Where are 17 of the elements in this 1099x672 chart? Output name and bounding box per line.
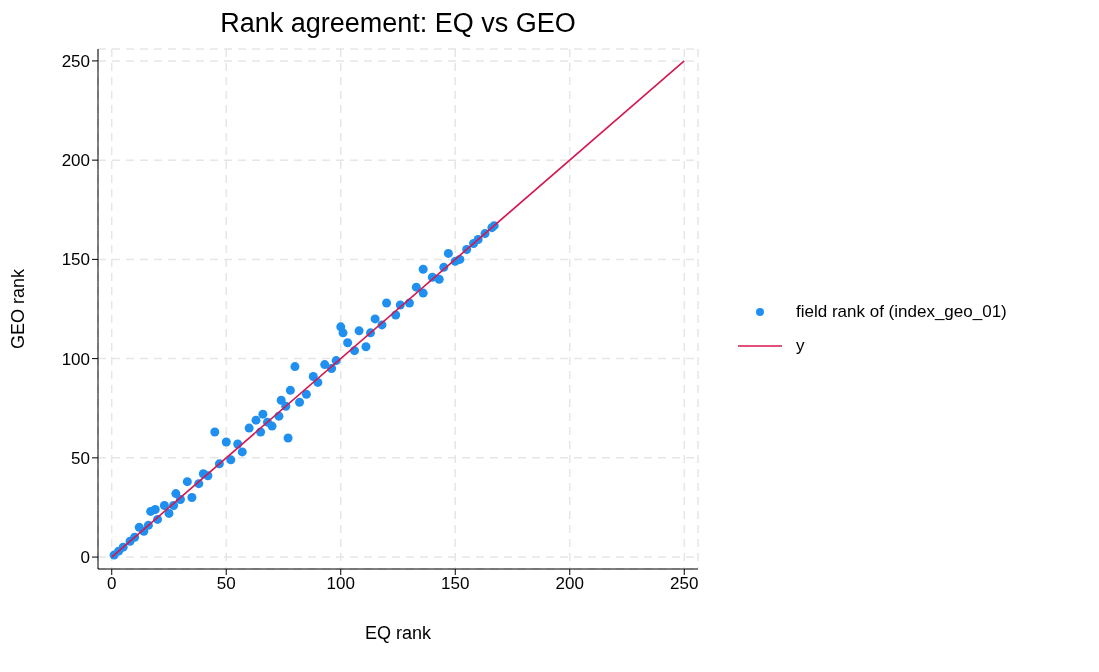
x-axis-title: EQ rank (364, 623, 433, 643)
y-tick-label: 200 (61, 151, 90, 171)
x-tick-label: 200 (555, 574, 584, 594)
y-tick-label: 100 (61, 349, 90, 369)
legend-label: field rank of (index_geo_01) (796, 301, 1007, 322)
x-tick-label: 50 (216, 574, 236, 594)
y-tick-label: 250 (61, 51, 90, 71)
y-tick-label: 50 (71, 448, 90, 468)
y-tick-label: 150 (61, 250, 90, 270)
chart-title: Rank agreement: EQ vs GEO (219, 8, 577, 39)
legend-label: y (796, 335, 805, 356)
x-tick-label: 0 (107, 574, 117, 594)
x-tick-label: 150 (441, 574, 470, 594)
y-axis-title: GEO rank (8, 267, 29, 350)
x-tick-label: 250 (670, 574, 699, 594)
y-tick-label: 0 (80, 548, 90, 568)
x-tick-label: 100 (326, 574, 355, 594)
